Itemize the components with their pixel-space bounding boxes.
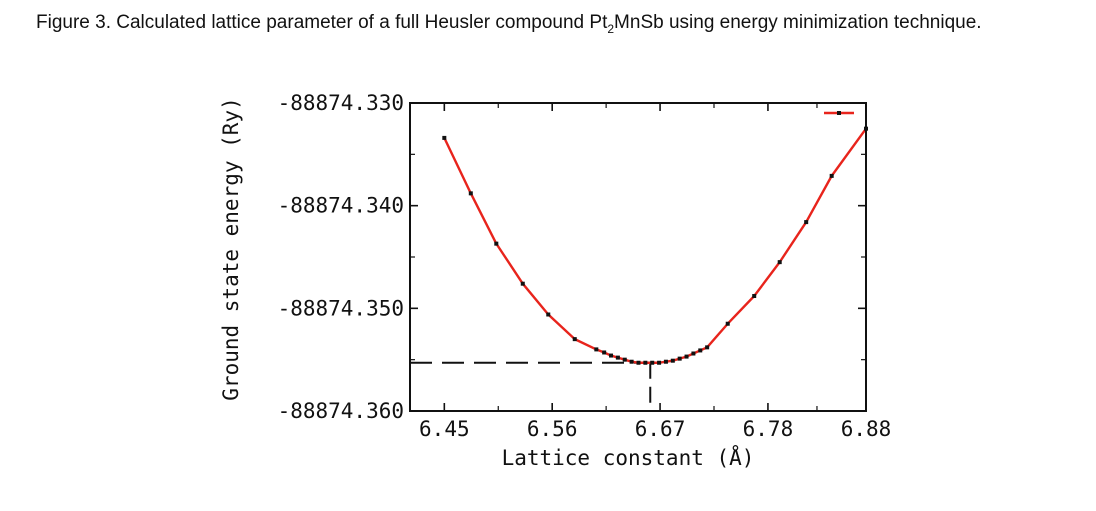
data-point xyxy=(602,350,607,355)
data-point xyxy=(615,355,620,360)
y-tick-label: -88874.350 xyxy=(278,296,404,320)
y-tick-label: -88874.360 xyxy=(278,399,404,423)
data-point xyxy=(657,360,662,365)
caption-text-after: MnSb using energy minimization technique… xyxy=(614,12,982,33)
y-tick-label: -88874.330 xyxy=(278,91,404,115)
data-point xyxy=(629,359,634,364)
data-point xyxy=(829,173,834,178)
data-point xyxy=(520,281,525,286)
data-point xyxy=(705,345,710,350)
plot-border xyxy=(409,102,867,412)
caption-text-before: . Calculated lattice parameter of a full… xyxy=(105,12,608,33)
data-point xyxy=(725,321,730,326)
figure-label: Figure 3 xyxy=(36,12,106,33)
x-tick-label: 6.67 xyxy=(635,417,686,441)
axis-ticks xyxy=(410,102,867,412)
data-point xyxy=(546,312,551,317)
data-point xyxy=(777,260,782,265)
data-point xyxy=(643,360,648,365)
data-points xyxy=(442,126,868,365)
data-point xyxy=(684,354,689,359)
fit-curve xyxy=(443,127,867,364)
data-point xyxy=(594,347,599,352)
x-tick-label: 6.88 xyxy=(841,417,892,441)
plot-frame xyxy=(409,102,867,412)
caption-subscript: 2 xyxy=(607,21,615,36)
data-point xyxy=(622,357,627,362)
data-point xyxy=(804,220,809,225)
legend-marker xyxy=(837,111,841,115)
axis-labels: -88874.330 -88874.340 -88874.350 -88874.360… xyxy=(219,91,891,470)
x-tick-label: 6.45 xyxy=(419,417,470,441)
legend xyxy=(824,111,854,115)
y-axis-title: Ground state energy (Ry) xyxy=(219,97,243,400)
data-point xyxy=(468,191,473,196)
series-line-0 xyxy=(443,127,867,364)
data-point xyxy=(670,358,675,363)
data-point xyxy=(609,353,614,358)
x-axis-title: Lattice constant (Å) xyxy=(502,444,755,470)
data-point xyxy=(572,337,577,342)
data-point xyxy=(698,348,703,353)
data-point xyxy=(442,135,447,140)
dashed-guide-lines xyxy=(410,361,652,411)
y-tick-label: -88874.340 xyxy=(278,194,404,218)
data-point xyxy=(636,360,641,365)
data-point xyxy=(494,241,499,246)
data-point xyxy=(752,294,757,299)
data-point xyxy=(663,359,668,364)
data-point xyxy=(677,356,682,361)
x-tick-label: 6.56 xyxy=(527,417,578,441)
x-tick-label: 6.78 xyxy=(743,417,794,441)
figure-caption: Figure 3. Calculated lattice parameter o… xyxy=(36,12,982,36)
data-point xyxy=(650,360,655,365)
data-point xyxy=(691,351,696,356)
